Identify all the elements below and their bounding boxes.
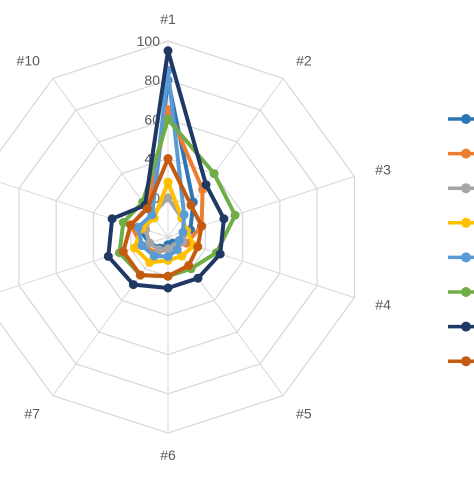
data-point bbox=[129, 243, 139, 253]
legend-marker bbox=[461, 252, 471, 263]
data-point bbox=[133, 222, 143, 232]
legend-item bbox=[448, 356, 474, 367]
data-point bbox=[193, 242, 203, 252]
data-point bbox=[184, 261, 194, 270]
data-point bbox=[178, 227, 188, 237]
legend-marker bbox=[461, 321, 471, 332]
data-point bbox=[149, 251, 159, 261]
data-point bbox=[197, 221, 207, 231]
data-point bbox=[163, 283, 173, 293]
legend-item bbox=[448, 148, 474, 159]
legend-marker bbox=[461, 287, 471, 297]
series-5 bbox=[133, 65, 189, 262]
series-7 bbox=[103, 46, 229, 293]
legend-marker bbox=[461, 356, 471, 367]
data-point bbox=[163, 244, 173, 254]
legend-marker bbox=[461, 114, 471, 124]
data-point bbox=[154, 245, 164, 255]
axis-label-layer: #1#2#3#4#5#6#7#8#9#10 bbox=[17, 11, 392, 463]
data-point bbox=[163, 114, 173, 124]
series-8 bbox=[118, 154, 207, 281]
data-point bbox=[215, 249, 225, 259]
data-point bbox=[179, 210, 189, 220]
data-point bbox=[219, 214, 229, 224]
legend-marker bbox=[461, 148, 471, 159]
legend-item bbox=[448, 321, 474, 332]
data-point bbox=[177, 251, 187, 261]
data-point bbox=[163, 154, 173, 164]
data-point bbox=[118, 247, 128, 256]
legend-item bbox=[448, 114, 474, 124]
axis-label: #7 bbox=[24, 405, 40, 421]
data-point bbox=[174, 236, 184, 246]
series-4 bbox=[129, 177, 199, 267]
legend-item bbox=[448, 287, 474, 297]
data-point bbox=[163, 271, 173, 281]
data-point bbox=[163, 46, 173, 56]
series-layer bbox=[103, 46, 240, 293]
data-point bbox=[209, 169, 219, 179]
data-point bbox=[193, 273, 203, 283]
legend-marker bbox=[461, 183, 471, 194]
legend-item bbox=[448, 252, 474, 263]
data-point bbox=[118, 218, 128, 227]
axis-label: #10 bbox=[17, 53, 41, 69]
data-point bbox=[163, 252, 173, 262]
legend-marker bbox=[461, 217, 471, 228]
data-point bbox=[107, 214, 117, 224]
data-point bbox=[128, 280, 138, 290]
data-point bbox=[163, 193, 173, 203]
data-point bbox=[163, 177, 173, 187]
data-point bbox=[172, 245, 182, 255]
data-point bbox=[147, 210, 157, 220]
axis-label: #4 bbox=[375, 296, 391, 312]
data-point bbox=[142, 204, 152, 213]
legend-item bbox=[448, 217, 474, 228]
axis-spoke bbox=[167, 78, 284, 238]
axis-spoke bbox=[167, 236, 284, 396]
data-point bbox=[230, 210, 240, 220]
data-point bbox=[137, 241, 147, 250]
axis-label: #6 bbox=[160, 447, 176, 463]
data-point bbox=[135, 270, 145, 280]
data-point bbox=[126, 220, 136, 230]
data-point bbox=[186, 200, 196, 210]
axis-label: #3 bbox=[375, 162, 391, 178]
axis-spoke bbox=[167, 175, 355, 238]
tick-label: 100 bbox=[137, 33, 161, 49]
legend bbox=[448, 114, 474, 367]
legend-item bbox=[448, 183, 474, 194]
axis-label: #5 bbox=[296, 405, 312, 421]
axis-label: #2 bbox=[296, 53, 312, 69]
data-point bbox=[201, 180, 211, 190]
data-point bbox=[103, 251, 113, 261]
axis-label: #1 bbox=[160, 11, 176, 27]
data-point bbox=[144, 238, 154, 248]
data-point bbox=[145, 257, 155, 267]
tick-label: 80 bbox=[144, 72, 160, 88]
